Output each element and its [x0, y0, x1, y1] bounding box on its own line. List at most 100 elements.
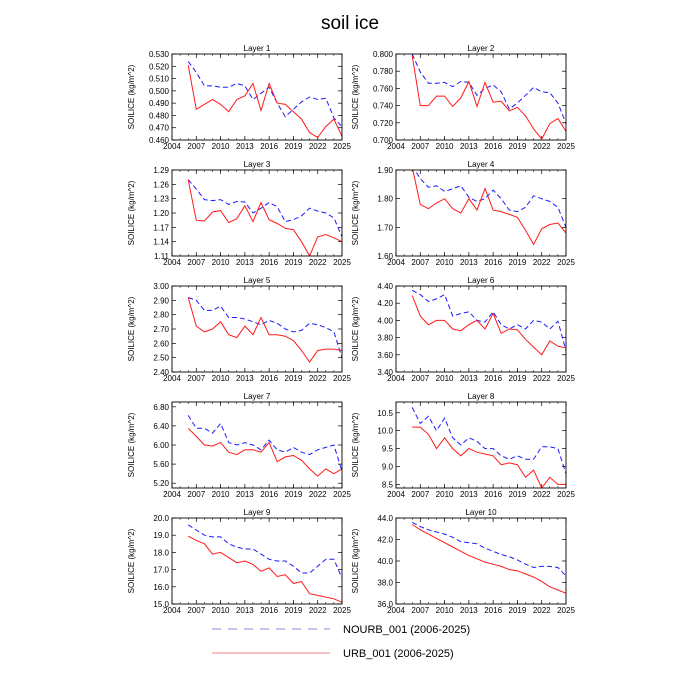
x-tick-label: 2007: [411, 606, 429, 615]
x-tick-label: 2022: [309, 142, 327, 151]
x-tick-label: 2022: [533, 606, 551, 615]
y-tick-label: 2.80: [153, 311, 169, 320]
panel-layer-10: Layer 10 SOILICE (kg/m^2) 2004 2007 2010 2013…: [351, 508, 575, 615]
x-tick-label: 2004: [387, 258, 405, 267]
x-tick-label: 2019: [285, 490, 303, 499]
y-tick-label: 19.0: [153, 531, 169, 540]
y-tick-label: 2.40: [153, 368, 169, 377]
x-tick-label: 2025: [557, 606, 575, 615]
x-tick-label: 2016: [260, 142, 278, 151]
series-line-nourb: [187, 179, 342, 238]
series-line-urb: [411, 524, 566, 594]
legend-label-urb: URB_001 (2006-2025): [343, 648, 454, 660]
y-tick-label: 1.60: [377, 252, 393, 261]
x-tick-label: 2019: [285, 142, 303, 151]
x-tick-label: 2019: [509, 142, 527, 151]
y-tick-label: 0.510: [149, 75, 170, 84]
panel-layer-2: Layer 2 SOILICE (kg/m^2) 2004 2007 2010 2013 2…: [351, 44, 575, 151]
y-tick-label: 2.50: [153, 354, 169, 363]
y-tick-label: 9.5: [382, 445, 394, 454]
series-line-nourb: [411, 407, 566, 474]
x-tick-label: 2013: [236, 142, 254, 151]
series-line-nourb: [188, 297, 342, 358]
y-tick-label: 0.780: [373, 67, 394, 76]
series-line-urb: [411, 295, 566, 356]
x-tick-label: 2025: [557, 142, 575, 151]
series-line-nourb: [411, 289, 566, 351]
panel-layer-7: Layer 7 SOILICE (kg/m^2) 2004 2007 2010 2013 2…: [127, 392, 351, 499]
y-tick-label: 1.29: [153, 166, 169, 175]
x-tick-label: 2004: [387, 606, 405, 615]
x-tick-label: 2010: [436, 606, 454, 615]
x-tick-label: 2013: [460, 490, 478, 499]
x-tick-label: 2016: [260, 374, 278, 383]
panel-title: Layer 10: [465, 508, 497, 517]
y-tick-label: 5.60: [153, 460, 169, 469]
x-tick-label: 2010: [212, 142, 230, 151]
plot-frame: [395, 53, 567, 141]
y-tick-label: 4.20: [377, 299, 393, 308]
series-line-nourb: [187, 415, 342, 472]
x-tick-label: 2025: [557, 374, 575, 383]
x-tick-label: 2010: [212, 490, 230, 499]
series-line-urb: [187, 297, 342, 363]
y-tick-label: 1.14: [153, 238, 169, 247]
panel-title: Layer 4: [468, 160, 495, 169]
plot-frame: [171, 169, 343, 257]
series-line-nourb: [411, 521, 566, 577]
y-tick-label: 44.0: [377, 514, 393, 523]
legend-label-nourb: NOURB_001 (2006-2025): [343, 624, 470, 636]
x-tick-label: 2004: [387, 374, 405, 383]
panel-title: Layer 3: [244, 160, 271, 169]
x-tick-label: 2013: [236, 606, 254, 615]
panel-layer-8: Layer 8 SOILICE (kg/m^2) 2004 2007 2010 2013 2…: [351, 392, 575, 499]
y-tick-label: 4.00: [377, 316, 393, 325]
panel-title: Layer 8: [468, 392, 495, 401]
panel-title: Layer 1: [244, 44, 271, 53]
series-line-nourb: [414, 170, 566, 228]
y-tick-label: 18.0: [153, 548, 169, 557]
series-line-urb: [412, 170, 566, 246]
y-axis-label: SOILICE (kg/m^2): [351, 412, 360, 477]
x-tick-label: 2025: [557, 490, 575, 499]
x-tick-label: 2016: [260, 258, 278, 267]
x-tick-label: 2004: [163, 490, 181, 499]
x-tick-label: 2010: [436, 142, 454, 151]
y-tick-label: 6.40: [153, 422, 169, 431]
y-tick-label: 0.490: [149, 99, 170, 108]
x-tick-label: 2016: [484, 606, 502, 615]
y-tick-label: 9.0: [382, 463, 394, 472]
plot-frame: [171, 285, 343, 373]
x-tick-label: 2016: [484, 258, 502, 267]
y-axis-label: SOILICE (kg/m^2): [127, 528, 136, 593]
x-tick-label: 2007: [411, 258, 429, 267]
y-tick-label: 0.720: [373, 119, 394, 128]
x-tick-label: 2016: [484, 374, 502, 383]
y-tick-label: 6.00: [153, 441, 169, 450]
x-tick-label: 2019: [285, 606, 303, 615]
x-tick-label: 2019: [285, 374, 303, 383]
panel-title: Layer 7: [244, 392, 271, 401]
y-axis-label: SOILICE (kg/m^2): [127, 412, 136, 477]
y-tick-label: 1.20: [153, 209, 169, 218]
series-line-urb: [187, 65, 342, 139]
panel-layer-6: Layer 6 SOILICE (kg/m^2) 2004 2007 2010 2013 2…: [351, 276, 575, 383]
plot-frame: [395, 169, 567, 257]
x-tick-label: 2016: [260, 490, 278, 499]
y-tick-label: 0.520: [149, 62, 170, 71]
x-tick-label: 2007: [411, 142, 429, 151]
y-axis-label: SOILICE (kg/m^2): [351, 180, 360, 245]
x-tick-label: 2004: [387, 490, 405, 499]
x-tick-label: 2022: [533, 142, 551, 151]
x-tick-label: 2007: [187, 606, 205, 615]
x-tick-label: 2013: [236, 490, 254, 499]
series-line-nourb: [187, 524, 342, 579]
y-tick-label: 1.80: [377, 195, 393, 204]
x-tick-label: 2022: [309, 606, 327, 615]
series-line-urb: [187, 179, 342, 256]
panel-title: Layer 9: [244, 508, 271, 517]
x-tick-label: 2025: [333, 490, 351, 499]
x-tick-label: 2025: [333, 142, 351, 151]
x-tick-label: 2019: [509, 374, 527, 383]
panel-layer-5: Layer 5 SOILICE (kg/m^2) 2004 2007 2010 2013 2…: [127, 276, 351, 383]
